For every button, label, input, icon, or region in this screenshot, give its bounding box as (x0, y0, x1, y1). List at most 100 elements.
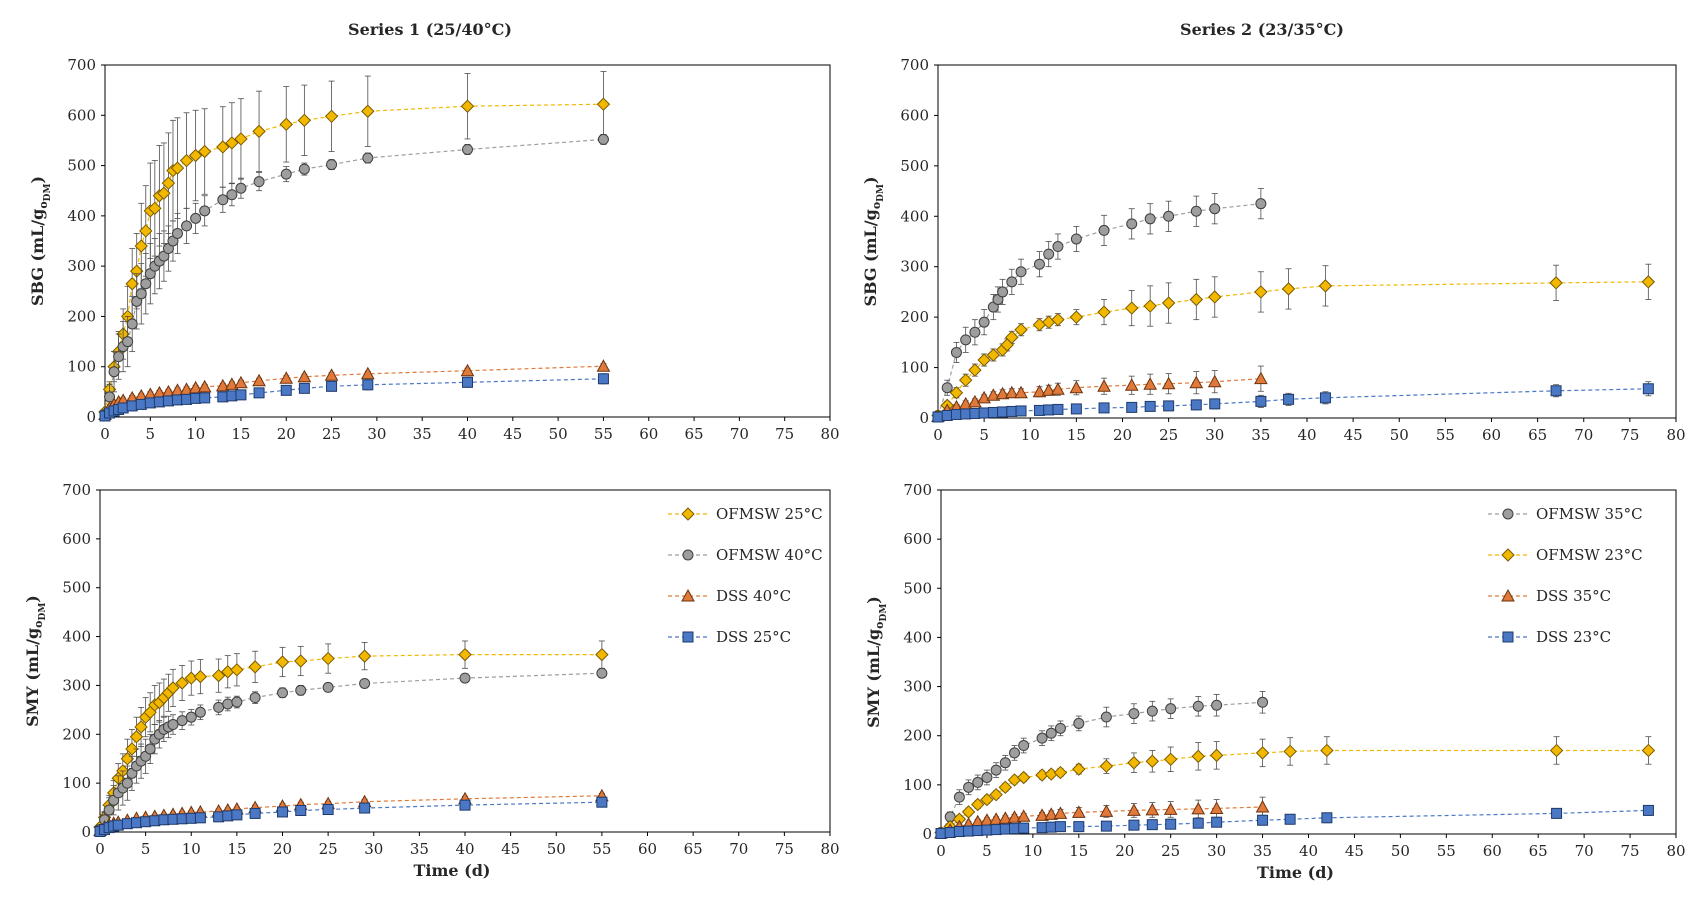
y-tick-label: 400 (67, 207, 96, 225)
data-point (1071, 805, 1086, 818)
data-point (222, 810, 234, 822)
data-point (950, 408, 962, 420)
series-dss-40-c (93, 788, 609, 837)
x-tick-label: 20 (1115, 842, 1134, 860)
x-tick-label: 60 (1482, 426, 1501, 444)
data-point (1161, 296, 1176, 310)
series-line (99, 672, 602, 830)
series-ofmsw-23-c (931, 263, 1656, 423)
data-point (1641, 275, 1656, 289)
data-point (249, 692, 261, 704)
data-point (322, 681, 334, 693)
y-tick-label: 600 (903, 530, 932, 548)
data-point (181, 393, 193, 405)
x-tick-label: 40 (1299, 842, 1318, 860)
data-point (217, 194, 229, 206)
data-point (230, 663, 244, 677)
legend-label: DSS 40°C (716, 587, 791, 605)
x-tick-label: 35 (410, 840, 429, 858)
x-tick-label: 70 (730, 425, 749, 443)
data-point (1070, 233, 1082, 245)
y-tick-label: 300 (62, 676, 91, 694)
data-point (1163, 752, 1178, 767)
data-point (190, 392, 202, 404)
data-point (295, 805, 307, 817)
data-point (968, 363, 982, 377)
y-axis-title: SMY (mL/goDM) (864, 596, 889, 728)
x-tick-label: 65 (1529, 842, 1548, 860)
data-point (134, 720, 148, 734)
data-point (1100, 820, 1112, 832)
data-point (596, 97, 611, 111)
data-point (277, 806, 288, 818)
y-tick-label: 0 (81, 823, 91, 841)
x-tick-label: 75 (1621, 842, 1640, 860)
data-point (176, 715, 188, 727)
data-point (968, 394, 982, 408)
y-axis-title: SBG (mL/goDM) (861, 176, 886, 306)
y-tick-label: 0 (86, 408, 96, 426)
x-tick-label: 75 (775, 425, 794, 443)
data-point (1257, 696, 1269, 708)
legend: OFMSW 25°C OFMSW 40°C DSS 40°C DSS 25°C (668, 505, 823, 646)
data-point (1069, 310, 1084, 324)
data-point (1165, 703, 1177, 715)
data-point (1145, 802, 1160, 816)
data-point (213, 701, 225, 713)
data-point (1043, 404, 1055, 416)
data-point (1283, 744, 1297, 759)
series-dss-25-c (94, 796, 608, 838)
data-point (971, 797, 985, 812)
data-point (977, 390, 991, 404)
data-point (1016, 770, 1031, 785)
data-point (1143, 299, 1157, 313)
legend: OFMSW 35°C OFMSW 23°C DSS 35°C DSS 23°C (1488, 505, 1643, 646)
y-tick-label: 300 (903, 678, 932, 696)
data-point (1097, 379, 1111, 392)
x-tick-label: 30 (1205, 426, 1224, 444)
series-line (940, 806, 1263, 834)
data-point (1189, 375, 1204, 389)
x-tick-label: 10 (186, 425, 205, 443)
data-point (462, 143, 473, 155)
data-point (1127, 756, 1141, 770)
y-tick-label: 0 (919, 409, 929, 427)
legend-label: OFMSW 23°C (1536, 546, 1643, 564)
data-point (597, 373, 609, 385)
data-point (121, 818, 133, 830)
chart-s1_sbg: 0 100 200 300 400 500 600 700 0 5 10 15 20 25 30 35 40 45… (28, 56, 840, 443)
x-tick-label: 55 (1436, 426, 1455, 444)
data-point (211, 668, 226, 683)
data-point (176, 813, 188, 825)
data-point (941, 382, 953, 394)
data-point (199, 392, 211, 404)
x-tick-label: 40 (458, 425, 477, 443)
data-point (1015, 405, 1027, 417)
data-point (1009, 823, 1020, 835)
y-axis-title: SBG (mL/goDM) (28, 176, 53, 306)
y-tick-label: 200 (900, 308, 929, 326)
x-tick-label: 80 (1666, 426, 1685, 444)
data-point (1641, 743, 1656, 758)
x-tick-label: 15 (227, 840, 246, 858)
data-point (1043, 248, 1055, 260)
data-point (1098, 224, 1110, 236)
data-point (252, 373, 266, 387)
data-point (144, 743, 156, 755)
data-point (1051, 382, 1065, 395)
y-tick-label: 400 (903, 628, 932, 646)
data-point (185, 812, 197, 824)
x-tick-label: 35 (1253, 842, 1272, 860)
data-point (359, 677, 371, 689)
x-tick-label: 15 (231, 425, 250, 443)
data-point (185, 711, 197, 723)
data-point (1284, 813, 1296, 825)
data-point (103, 804, 115, 816)
data-point (995, 386, 1010, 400)
data-point (129, 730, 144, 744)
x-axis-title: Time (d) (1257, 863, 1334, 882)
data-point (126, 318, 138, 330)
x-tick-label: 30 (367, 425, 386, 443)
data-point (139, 224, 153, 238)
data-point (234, 375, 248, 389)
